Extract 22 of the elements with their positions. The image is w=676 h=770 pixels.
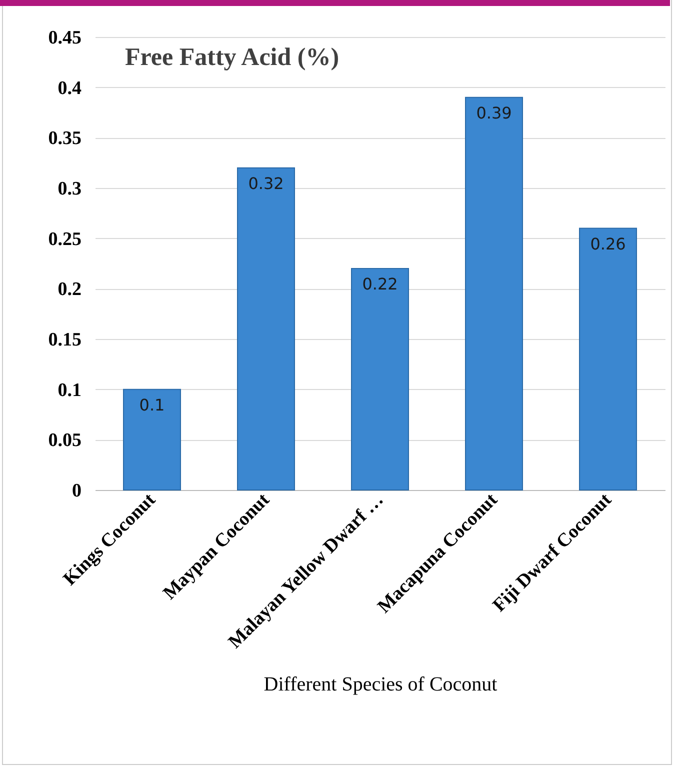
x-axis-title: Different Species of Coconut — [264, 673, 498, 696]
bar — [579, 228, 637, 490]
bar — [351, 268, 409, 490]
y-tick-label: 0.2 — [58, 279, 82, 300]
data-label: 0.32 — [248, 174, 284, 193]
data-label: 0.22 — [362, 274, 398, 294]
y-tick-label: 0.05 — [48, 430, 82, 452]
y-tick-label: 0.25 — [48, 228, 82, 250]
y-tick-label: 0.45 — [48, 28, 82, 48]
data-label: 0.26 — [590, 234, 626, 254]
y-tick-label: 0.15 — [48, 330, 82, 350]
bar — [237, 167, 295, 490]
y-tick-label: 0.3 — [58, 178, 82, 200]
data-label: 0.39 — [476, 103, 512, 122]
bar — [465, 96, 523, 490]
bar — [123, 388, 181, 490]
chart-title: Free Fatty Acid (%) — [125, 44, 340, 71]
y-tick-label: 0.4 — [58, 78, 82, 99]
y-tick-label: 0 — [72, 480, 82, 502]
data-label: 0.1 — [139, 395, 165, 414]
y-tick-label: 0.1 — [58, 380, 82, 401]
y-tick-label: 0.35 — [48, 128, 82, 150]
